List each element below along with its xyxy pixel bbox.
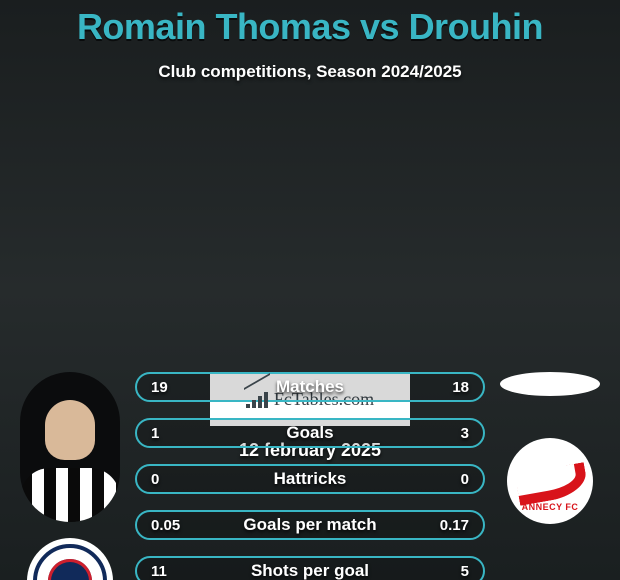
player-photo-left (20, 372, 120, 522)
stat-label: Goals per match (137, 515, 483, 535)
stat-bars: 19 Matches 18 1 Goals 3 0 Hattricks 0 0.… (135, 372, 485, 580)
content-area: CAEN ANNECY FC 19 Matches 18 1 Goals 3 0 (0, 372, 620, 461)
right-player-column: ANNECY FC (490, 372, 610, 524)
stat-label: Matches (137, 377, 483, 397)
page-title: Romain Thomas vs Drouhin (0, 0, 620, 48)
stat-row: 0 Hattricks 0 (135, 464, 485, 494)
title-player-2: Drouhin (409, 6, 543, 47)
comparison-infographic: Romain Thomas vs Drouhin Club competitio… (0, 0, 620, 580)
stat-row: 1 Goals 3 (135, 418, 485, 448)
player-photo-right (500, 372, 600, 396)
club-badge-left: CAEN (27, 538, 113, 580)
stat-row: 19 Matches 18 (135, 372, 485, 402)
left-player-column: CAEN (10, 372, 130, 580)
stat-row: 0.05 Goals per match 0.17 (135, 510, 485, 540)
title-player-1: Romain Thomas (77, 6, 351, 47)
stat-label: Shots per goal (137, 561, 483, 580)
stat-right-value: 5 (461, 563, 469, 580)
title-connector: vs (360, 6, 399, 47)
club-badge-right-label: ANNECY FC (507, 502, 593, 512)
subtitle: Club competitions, Season 2024/2025 (0, 62, 620, 82)
stat-label: Goals (137, 423, 483, 443)
stat-right-value: 0.17 (440, 517, 469, 534)
stat-right-value: 18 (452, 379, 469, 396)
stat-row: 11 Shots per goal 5 (135, 556, 485, 580)
stat-label: Hattricks (137, 469, 483, 489)
club-badge-right: ANNECY FC (507, 438, 593, 524)
stat-right-value: 3 (461, 425, 469, 442)
stat-right-value: 0 (461, 471, 469, 488)
